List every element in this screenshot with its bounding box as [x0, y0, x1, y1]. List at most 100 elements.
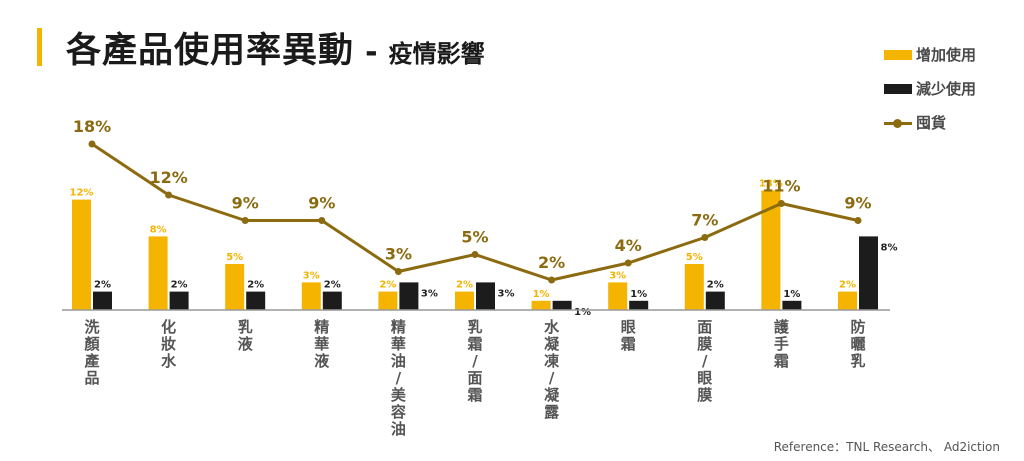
bar-decrease	[322, 291, 342, 310]
legend-label-hoarding: 囤貨	[916, 114, 947, 132]
point-label-hoarding: 4%	[615, 236, 642, 255]
bar-label-increase: 3%	[303, 270, 320, 281]
point-label-hoarding: 18%	[73, 117, 111, 136]
point-label-hoarding: 5%	[461, 228, 488, 247]
category-label-char: 凍	[544, 352, 560, 370]
point-label-hoarding: 3%	[385, 245, 412, 264]
point-label-hoarding: 9%	[844, 194, 871, 213]
category-label-char: 霜	[466, 386, 482, 404]
bar-label-increase: 2%	[839, 280, 856, 291]
category-label-char: 防	[850, 318, 865, 336]
title-accent-bar	[37, 28, 42, 66]
legend-swatch-decrease	[884, 84, 912, 94]
reference-note: Reference：TNL Research、 Ad2iction	[773, 440, 1000, 454]
bar-label-decrease: 2%	[247, 280, 264, 291]
bar-increase	[531, 300, 551, 310]
bar-label-increase: 2%	[379, 280, 396, 291]
point-hoarding	[624, 259, 632, 267]
bar-label-decrease: 8%	[881, 242, 898, 253]
point-hoarding	[394, 268, 402, 275]
bar-label-decrease: 2%	[94, 280, 111, 291]
point-hoarding	[318, 217, 326, 224]
category-label-char: 化	[161, 318, 176, 336]
category-label-char: 面	[467, 369, 482, 387]
category-label-char: 乳	[238, 318, 253, 336]
bar-label-decrease: 2%	[171, 280, 188, 291]
legend-label-increase: 增加使用	[916, 46, 977, 64]
category-label-char: 露	[544, 403, 560, 421]
point-label-hoarding: 2%	[538, 253, 565, 272]
bar-increase	[72, 199, 91, 310]
category-label-char: 洗	[84, 318, 99, 336]
category-label-char: 眼	[621, 318, 636, 336]
legend-label-decrease: 減少使用	[916, 80, 977, 98]
bar-decrease	[399, 282, 419, 310]
bar-decrease	[859, 236, 878, 310]
point-hoarding	[88, 140, 96, 148]
category-label-char: 容	[390, 403, 406, 421]
category-label-char: 品	[84, 369, 99, 387]
category-label-char: 乳	[467, 318, 482, 336]
title-subtitle: 疫情影響	[388, 40, 485, 68]
page-title: 各產品使用率異動 - 疫情影響	[66, 22, 485, 73]
category-label-char: 膜	[697, 386, 712, 404]
bar-label-decrease: 2%	[707, 280, 724, 291]
category-label-char: 精	[314, 318, 329, 336]
bar-decrease	[705, 291, 725, 310]
point-label-hoarding: 7%	[691, 211, 718, 230]
bar-label-increase: 2%	[456, 280, 473, 291]
bar-decrease	[552, 300, 572, 310]
bar-label-increase: 1%	[533, 289, 550, 300]
category-label-char: 精	[391, 318, 406, 336]
bar-increase	[684, 264, 704, 310]
point-hoarding	[777, 200, 785, 207]
title-main: 各產品使用率異動	[66, 31, 355, 71]
category-label-char: 乳	[850, 352, 865, 370]
point-label-hoarding: 9%	[308, 194, 335, 213]
bar-label-decrease: 2%	[324, 280, 341, 291]
category-label-char: 油	[391, 420, 406, 438]
category-label-char: 液	[238, 335, 254, 353]
bar-decrease	[629, 300, 649, 310]
bar-increase	[838, 291, 857, 310]
category-label-char: 產	[83, 352, 99, 370]
title-separator: -	[365, 35, 378, 70]
bar-label-decrease: 3%	[421, 288, 438, 299]
bar-label-increase: 5%	[226, 252, 243, 263]
bar-decrease	[782, 300, 802, 310]
point-hoarding	[471, 251, 479, 258]
category-label-char: 油	[391, 352, 406, 370]
category-label-char: 妝	[161, 335, 176, 353]
category-label-char: 面	[697, 318, 712, 336]
bar-label-decrease: 1%	[630, 289, 647, 300]
point-label-hoarding: 12%	[149, 168, 187, 187]
category-label-char: 霜	[620, 335, 636, 353]
bar-increase	[301, 282, 321, 310]
point-hoarding	[548, 276, 556, 284]
bar-label-increase: 3%	[609, 270, 626, 281]
category-label-char: 顏	[83, 335, 100, 353]
point-label-hoarding: 11%	[762, 177, 800, 196]
bar-decrease	[93, 291, 112, 310]
category-label-char: 眼	[697, 369, 712, 387]
category-label-char: /	[702, 352, 708, 370]
bar-label-decrease: 1%	[574, 307, 591, 318]
category-label-char: /	[472, 352, 478, 370]
point-hoarding	[241, 217, 249, 224]
bar-decrease	[169, 291, 189, 310]
line-hoarding	[91, 142, 859, 282]
category-label-char: /	[549, 369, 555, 387]
category-label-char: 膜	[697, 335, 712, 353]
category-label-char: 霜	[466, 335, 482, 353]
bar-increase	[608, 282, 628, 310]
category-label-char: 手	[774, 335, 789, 353]
bar-decrease	[246, 291, 266, 310]
point-hoarding	[854, 217, 862, 224]
bar-increase	[225, 264, 245, 310]
bar-label-increase: 8%	[150, 224, 167, 235]
category-label-char: 美	[391, 386, 407, 404]
category-label-char: 霜	[773, 352, 789, 370]
category-label-char: 華	[314, 335, 329, 353]
bar-increase	[761, 190, 781, 310]
